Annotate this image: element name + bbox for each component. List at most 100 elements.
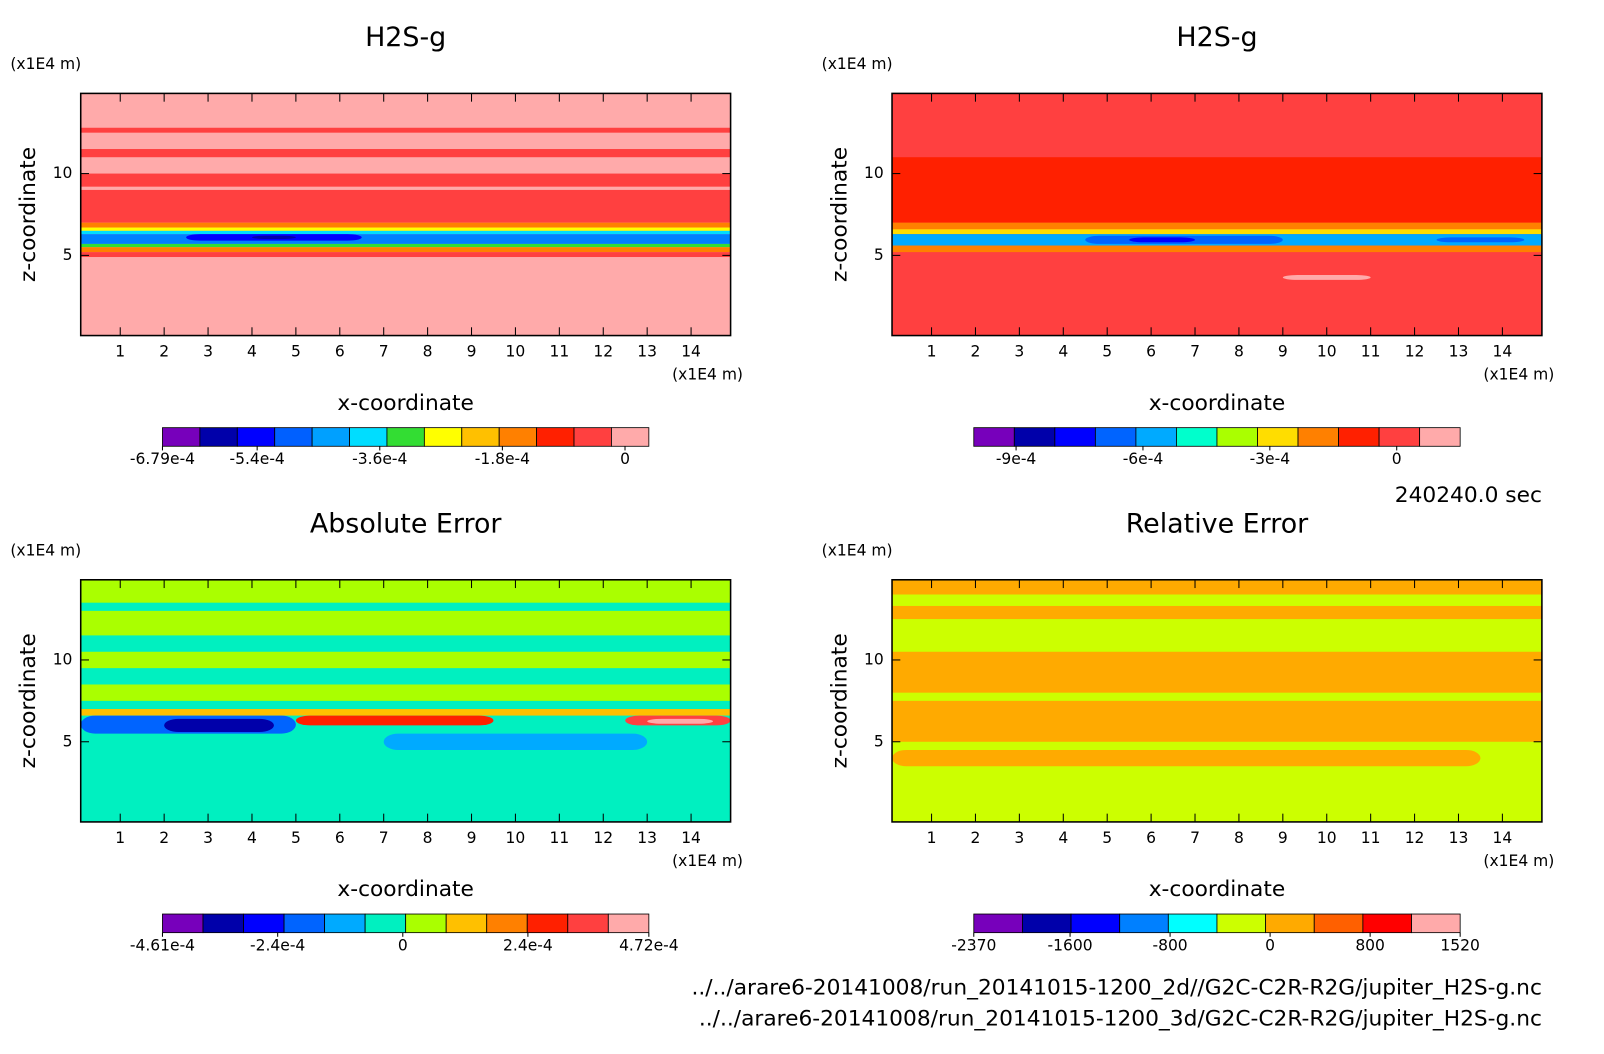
colorbar-box bbox=[1022, 913, 1072, 934]
colorbar-tick-label: 0 bbox=[1265, 937, 1275, 955]
colorbar-box bbox=[1216, 427, 1258, 447]
y-tick-label: 10 bbox=[53, 650, 73, 668]
colorbar-box bbox=[199, 427, 238, 447]
colorbar-box bbox=[311, 427, 350, 447]
colorbar-tick-label: 0 bbox=[398, 937, 408, 955]
colorbar-tick-label: -800 bbox=[1152, 937, 1187, 955]
x-axis-label: x-coordinate bbox=[1149, 877, 1286, 902]
colorbar-box bbox=[1070, 913, 1121, 934]
contour-band bbox=[80, 243, 731, 248]
x-axis-label: x-coordinate bbox=[337, 877, 474, 902]
contour-band bbox=[80, 651, 731, 669]
colorbar-tick-label: -4.61e-4 bbox=[130, 937, 195, 955]
x-tick-label: 8 bbox=[423, 829, 433, 847]
colorbar-box bbox=[1362, 913, 1412, 934]
x-tick-label: 10 bbox=[506, 829, 526, 847]
contour-band bbox=[295, 715, 494, 726]
x-tick-label: 10 bbox=[1317, 829, 1337, 847]
x-axis-label: x-coordinate bbox=[1149, 391, 1286, 416]
x-tick-label: 2 bbox=[971, 343, 981, 361]
contour-band bbox=[892, 605, 1542, 620]
colorbar-box bbox=[461, 427, 500, 447]
x-tick-label: 6 bbox=[335, 829, 345, 847]
colorbar-box bbox=[162, 427, 201, 447]
x-tick-label: 11 bbox=[1361, 829, 1381, 847]
x-tick-label: 3 bbox=[1014, 343, 1024, 361]
y-tick-label: 10 bbox=[864, 164, 884, 182]
colorbar-box bbox=[1176, 427, 1218, 447]
x-tick-label: 12 bbox=[1405, 343, 1425, 361]
plot-frame bbox=[79, 92, 732, 337]
y-axis-label: z-coordinate bbox=[827, 633, 852, 768]
colorbar-box bbox=[973, 913, 1023, 934]
contour-band bbox=[80, 149, 731, 158]
chart-title: Absolute Error bbox=[310, 508, 503, 539]
y-unit: (x1E4 m) bbox=[822, 541, 893, 559]
colorbar-box bbox=[274, 427, 313, 447]
colorbar-tick-label: 1520 bbox=[1440, 937, 1479, 955]
colorbar-box bbox=[386, 427, 425, 447]
x-tick-label: 6 bbox=[1146, 343, 1156, 361]
y-unit: (x1E4 m) bbox=[10, 55, 81, 73]
contour-band bbox=[80, 709, 731, 716]
x-tick-label: 1 bbox=[927, 343, 937, 361]
x-tick-label: 14 bbox=[681, 829, 701, 847]
x-tick-label: 10 bbox=[506, 343, 526, 361]
x-tick-label: 11 bbox=[549, 343, 569, 361]
colorbar-tick-label: -5.4e-4 bbox=[230, 450, 285, 468]
colorbar-box bbox=[324, 913, 366, 934]
colorbar-box bbox=[349, 427, 388, 447]
colorbar-tick-label: -3.6e-4 bbox=[352, 450, 407, 468]
contour-band bbox=[892, 579, 1542, 595]
x-tick-label: 13 bbox=[637, 343, 657, 361]
x-tick-label: 9 bbox=[467, 343, 477, 361]
plot-frame bbox=[79, 579, 732, 823]
x-tick-label: 10 bbox=[1317, 343, 1337, 361]
colorbar-tick-label: 4.72e-4 bbox=[619, 937, 679, 955]
x-tick-label: 1 bbox=[115, 829, 125, 847]
contour-band bbox=[1436, 237, 1525, 243]
colorbar-box bbox=[162, 913, 204, 934]
colorbar-box bbox=[364, 913, 407, 934]
file-path: ../../arare6-20141008/run_20141015-1200_… bbox=[692, 976, 1542, 1001]
colorbar-tick-label: 0 bbox=[1392, 450, 1402, 468]
x-tick-label: 14 bbox=[1493, 343, 1513, 361]
contour-field bbox=[80, 93, 731, 336]
contour-band bbox=[80, 173, 731, 187]
colorbar-box bbox=[611, 427, 650, 447]
x-tick-label: 4 bbox=[1058, 829, 1068, 847]
x-tick-label: 4 bbox=[247, 829, 257, 847]
x-tick-label: 13 bbox=[1449, 829, 1469, 847]
contour-band bbox=[80, 230, 731, 235]
x-tick-label: 9 bbox=[1278, 829, 1288, 847]
contour-field bbox=[80, 579, 731, 822]
x-tick-label: 14 bbox=[681, 343, 701, 361]
contour-band bbox=[80, 247, 731, 253]
x-tick-label: 6 bbox=[335, 343, 345, 361]
contour-band bbox=[647, 718, 714, 724]
contour-band bbox=[80, 684, 731, 701]
colorbar-box bbox=[1313, 913, 1364, 934]
x-tick-label: 11 bbox=[549, 829, 569, 847]
contour-band bbox=[892, 245, 1542, 253]
x-tick-label: 14 bbox=[1493, 829, 1513, 847]
contour-band bbox=[892, 651, 1542, 693]
x-tick-label: 1 bbox=[927, 829, 937, 847]
colorbar-box bbox=[1013, 427, 1056, 447]
contour-band bbox=[1282, 275, 1371, 280]
y-axis-label: z-coordinate bbox=[16, 633, 41, 768]
x-unit: (x1E4 m) bbox=[672, 365, 743, 383]
contour-band bbox=[80, 189, 731, 223]
colorbar-tick-label: -3e-4 bbox=[1250, 450, 1291, 468]
contour-band bbox=[80, 610, 731, 636]
x-tick-label: 13 bbox=[637, 829, 657, 847]
colorbar-tick-label: -6e-4 bbox=[1123, 450, 1164, 468]
contour-band bbox=[80, 579, 731, 603]
colorbar-box bbox=[1054, 427, 1096, 447]
x-tick-label: 2 bbox=[159, 829, 169, 847]
contour-band bbox=[892, 700, 1542, 742]
y-unit: (x1E4 m) bbox=[822, 55, 893, 73]
colorbar-box bbox=[573, 427, 612, 447]
colorbar-box bbox=[1216, 913, 1267, 934]
